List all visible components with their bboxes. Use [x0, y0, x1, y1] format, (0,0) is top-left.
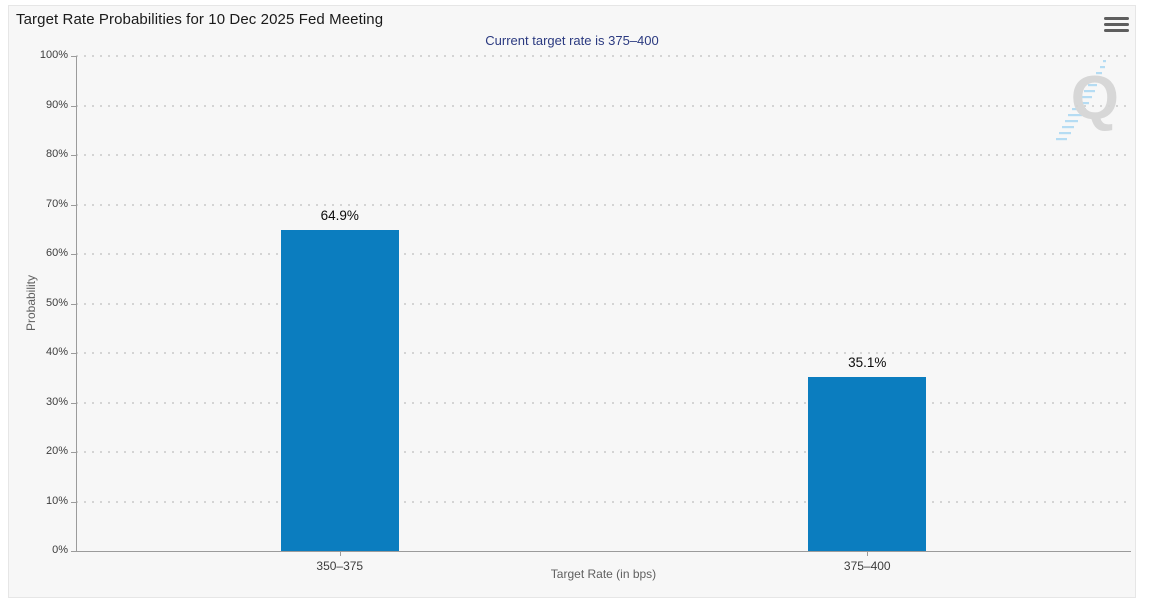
y-axis-tick-label: 0%	[52, 544, 68, 556]
y-axis-tick	[71, 551, 76, 552]
gridline-60	[76, 253, 1131, 255]
y-axis-tick	[71, 204, 76, 206]
hamburger-bar	[1104, 16, 1129, 20]
gridline-20	[76, 451, 1131, 453]
y-axis-tick-label: 100%	[39, 49, 68, 61]
x-axis-tick	[867, 551, 869, 556]
x-axis-tick-label: 375–400	[843, 559, 891, 573]
y-axis-tick	[71, 155, 76, 156]
gridline-30	[76, 401, 1131, 404]
y-axis-tick-label: 80%	[45, 148, 68, 160]
chart-subtitle: Current target rate is 375–400	[485, 33, 659, 48]
y-axis-tick	[71, 402, 76, 404]
gridline-10	[76, 500, 1131, 503]
y-axis-tick-label: 20%	[45, 445, 68, 457]
bar-value-label: 64.9%	[320, 207, 359, 223]
y-axis-tick-label: 10%	[45, 494, 68, 507]
x-axis-line	[76, 551, 1131, 552]
x-axis-title: Target Rate (in bps)	[550, 567, 657, 581]
gridline-70	[76, 203, 1131, 206]
x-axis-tick	[339, 551, 341, 556]
y-axis-tick	[71, 452, 76, 453]
y-axis-tick-label: 60%	[45, 247, 68, 259]
y-axis-tick-label: 90%	[45, 98, 68, 111]
y-axis-tick	[71, 254, 76, 255]
y-axis-tick	[71, 105, 76, 107]
quikstrike-swoosh-icon	[1056, 60, 1106, 141]
y-axis-line	[76, 56, 77, 551]
gridline-90	[76, 104, 1131, 107]
hamburger-bar	[1104, 22, 1129, 26]
y-axis-tick	[71, 501, 76, 503]
x-axis-tick-label: 350–375	[316, 559, 364, 573]
y-axis-tick-label: 40%	[45, 346, 68, 358]
hamburger-bar	[1104, 28, 1129, 32]
y-axis-tick-label: 70%	[45, 197, 68, 210]
y-axis-title: Probability	[24, 274, 38, 332]
quikstrike-watermark-logo: Q	[1043, 54, 1121, 154]
gridline-80	[76, 154, 1131, 156]
quikstrike-q-letter: Q	[1070, 64, 1119, 133]
y-axis-tick	[71, 353, 76, 354]
y-axis-tick-label: 50%	[45, 296, 68, 309]
gridline-100	[76, 55, 1131, 57]
chart-title: Target Rate Probabilities for 10 Dec 202…	[16, 11, 384, 28]
fedwatch-chart: Target Rate Probabilities for 10 Dec 202…	[8, 5, 1136, 598]
gridline-50	[76, 302, 1131, 305]
plot-layer: 0% 10% 20% 30% 40% 50% 60% 70% 80% 90% 100% 64.9% 35…	[9, 6, 1135, 597]
y-axis-tick	[71, 56, 76, 57]
gridline-40	[76, 352, 1131, 354]
y-axis-tick-label: 30%	[45, 395, 68, 408]
hamburger-menu-icon[interactable]	[1103, 13, 1130, 35]
bar-375–400[interactable]	[808, 377, 927, 551]
bar-value-label: 35.1%	[848, 355, 887, 371]
y-axis-tick	[71, 303, 76, 305]
bar-350–375[interactable]	[280, 229, 399, 551]
